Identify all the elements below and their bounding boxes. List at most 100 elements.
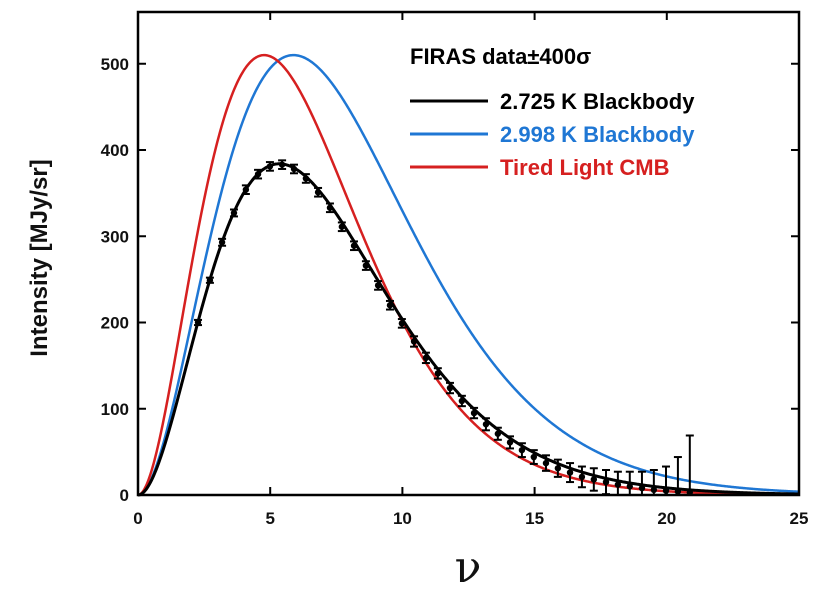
firas-marker-12 <box>338 223 346 230</box>
firas-point-17 <box>397 318 406 329</box>
firas-point-19 <box>421 351 430 365</box>
firas-point-6 <box>265 161 274 172</box>
firas-marker-10 <box>314 189 322 196</box>
firas-point-7 <box>278 159 287 170</box>
firas-marker-15 <box>374 282 382 289</box>
x-tick-label-20: 20 <box>657 509 676 528</box>
firas-point-23 <box>470 406 479 420</box>
firas-marker-13 <box>350 242 358 249</box>
legend: FIRAS data±400σ 2.725 K Blackbody 2.998 … <box>410 44 695 180</box>
firas-point-33 <box>589 467 598 492</box>
firas-marker-14 <box>362 262 370 269</box>
y-tick-label-0: 0 <box>120 486 129 505</box>
firas-marker-35 <box>614 481 622 488</box>
firas-point-29 <box>541 454 550 472</box>
x-tick-label-10: 10 <box>393 509 412 528</box>
firas-marker-23 <box>470 409 478 417</box>
firas-marker-36 <box>626 483 633 490</box>
firas-point-15 <box>374 280 383 291</box>
firas-marker-25 <box>494 430 502 437</box>
firas-marker-3 <box>230 209 238 217</box>
y-tick-label-300: 300 <box>101 227 129 246</box>
firas-marker-5 <box>254 170 262 178</box>
firas-point-35 <box>613 470 622 496</box>
firas-point-1 <box>205 276 214 284</box>
firas-marker-2 <box>218 239 226 246</box>
firas-point-20 <box>433 367 442 380</box>
firas-marker-11 <box>326 204 334 211</box>
plot-frame <box>136 10 801 497</box>
firas-point-25 <box>493 426 502 441</box>
line-2998k-blackbody <box>137 53 800 497</box>
firas-marker-38 <box>650 486 658 494</box>
firas-marker-1 <box>206 277 214 284</box>
firas-point-27 <box>517 442 526 459</box>
firas-point-9 <box>301 173 310 184</box>
legend-label-2725k: 2.725 K Blackbody <box>500 89 695 114</box>
firas-point-16 <box>385 299 394 311</box>
firas-marker-19 <box>422 354 430 362</box>
firas-point-18 <box>410 335 419 348</box>
x-tick-label-15: 15 <box>525 509 544 528</box>
firas-point-4 <box>241 184 250 195</box>
tick-layer: 0 5 10 15 20 25 0 100 200 300 400 500 <box>101 12 809 528</box>
x-tick-label-25: 25 <box>790 509 809 528</box>
firas-marker-28 <box>530 453 538 461</box>
firas-marker-16 <box>386 302 394 309</box>
y-tick-label-200: 200 <box>101 314 129 333</box>
y-axis-title: Intensity [MJy/sr] <box>26 159 53 356</box>
firas-marker-40 <box>674 488 682 495</box>
x-tick-label-5: 5 <box>265 509 274 528</box>
firas-point-11 <box>325 202 334 214</box>
legend-label-tired-light: Tired Light CMB <box>500 155 669 180</box>
firas-data-layer <box>194 159 694 496</box>
firas-point-3 <box>229 208 238 218</box>
y-tick-label-100: 100 <box>101 400 129 419</box>
firas-point-34 <box>601 468 610 496</box>
firas-point-2 <box>218 237 227 247</box>
firas-marker-22 <box>458 397 466 405</box>
series-layer <box>137 53 800 497</box>
firas-marker-8 <box>290 165 298 173</box>
legend-header: FIRAS data±400σ <box>410 44 591 69</box>
firas-marker-0 <box>194 319 202 326</box>
firas-point-24 <box>481 417 490 432</box>
firas-marker-30 <box>554 465 562 472</box>
firas-marker-27 <box>518 446 526 454</box>
firas-point-8 <box>289 163 298 175</box>
y-tick-label-400: 400 <box>101 141 129 160</box>
firas-marker-24 <box>482 421 490 428</box>
firas-point-14 <box>361 260 370 271</box>
firas-point-10 <box>314 186 323 198</box>
firas-marker-4 <box>242 186 250 193</box>
firas-point-30 <box>553 458 562 478</box>
firas-marker-21 <box>446 384 454 392</box>
firas-marker-26 <box>506 439 514 446</box>
firas-marker-37 <box>638 484 646 492</box>
firas-point-26 <box>506 435 515 450</box>
firas-marker-34 <box>602 478 610 486</box>
firas-point-5 <box>254 168 263 180</box>
firas-point-41 <box>685 434 694 496</box>
x-axis-title: ν <box>455 542 482 593</box>
y-tick-label-500: 500 <box>101 55 129 74</box>
firas-point-32 <box>577 465 586 489</box>
firas-point-28 <box>529 449 538 465</box>
firas-point-13 <box>350 240 359 252</box>
firas-marker-6 <box>266 163 274 170</box>
firas-point-22 <box>457 394 466 408</box>
firas-marker-29 <box>542 459 550 467</box>
firas-marker-9 <box>302 175 310 182</box>
firas-point-12 <box>337 221 346 233</box>
firas-marker-20 <box>434 370 442 377</box>
firas-marker-31 <box>566 469 574 476</box>
firas-marker-32 <box>578 473 586 481</box>
line-tired-light-cmb <box>137 53 800 497</box>
firas-marker-17 <box>398 320 406 327</box>
firas-point-0 <box>194 318 203 327</box>
firas-marker-33 <box>590 476 598 483</box>
firas-marker-18 <box>410 338 418 345</box>
firas-point-31 <box>566 462 575 484</box>
legend-label-2998k: 2.998 K Blackbody <box>500 122 695 147</box>
